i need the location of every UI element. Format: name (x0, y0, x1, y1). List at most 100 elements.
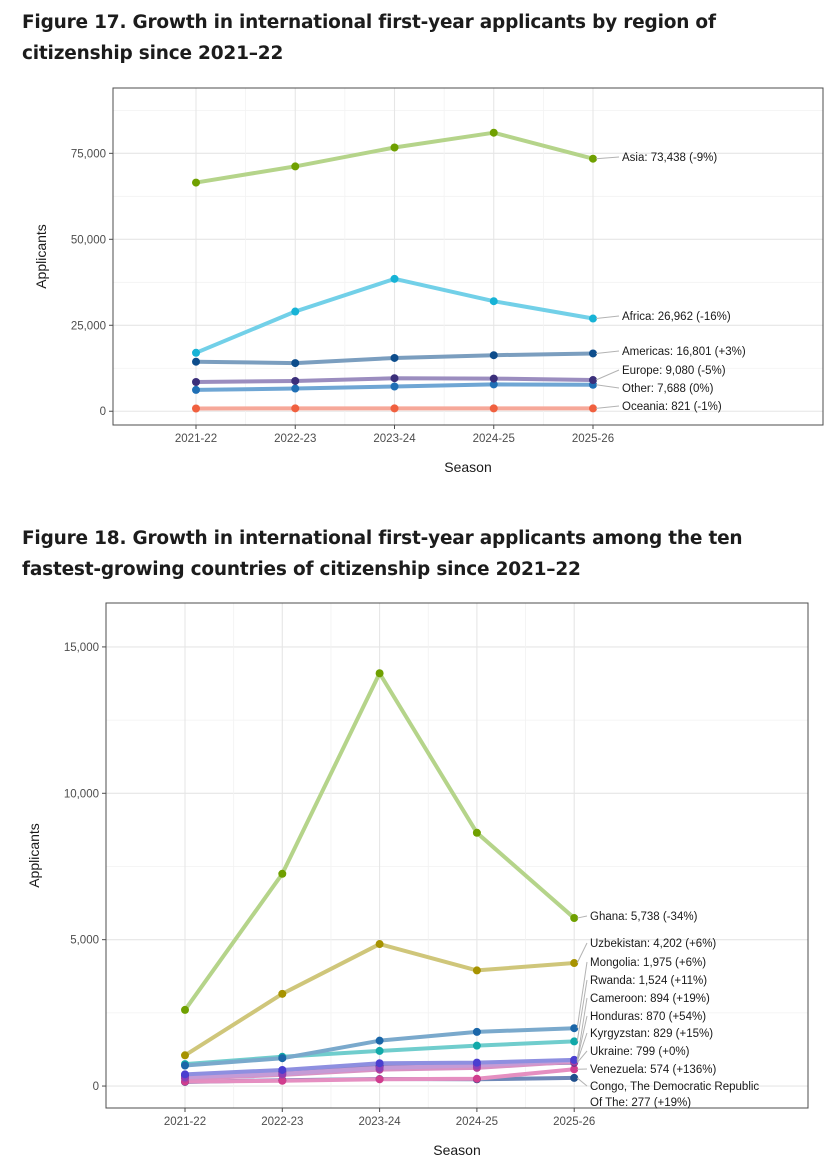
point-congo-the-democratic-republic-of-the (570, 1073, 579, 1082)
point-africa (390, 274, 399, 283)
point-ghana (181, 1005, 189, 1014)
point-ghana (472, 828, 481, 837)
y-tick-label: 15,000 (64, 642, 99, 654)
end-label-asia: Asia: 73,438 (-9%) (622, 152, 717, 164)
x-tick-label: 2021-22 (175, 433, 217, 445)
end-label-oceania: Oceania: 821 (-1%) (622, 401, 722, 413)
x-tick-label: 2021-22 (164, 1116, 206, 1128)
end-label-rwanda: Rwanda: 1,524 (+11%) (590, 975, 707, 987)
point-mongolia (472, 1027, 481, 1036)
end-label-americas: Americas: 16,801 (+3%) (622, 346, 746, 358)
point-rwanda (570, 1037, 579, 1046)
point-oceania (489, 404, 498, 413)
point-mongolia (181, 1061, 189, 1070)
point-other (192, 385, 200, 394)
point-asia (390, 143, 399, 152)
leader-line (576, 1050, 588, 1063)
point-mongolia (570, 1024, 579, 1033)
point-uzbekistan (375, 940, 384, 949)
leader-line (576, 961, 588, 1029)
point-asia (589, 154, 597, 163)
point-cameroon (278, 1065, 287, 1074)
y-axis-label: Applicants (26, 823, 42, 888)
leader-line (595, 315, 620, 320)
leader-line (576, 979, 588, 1042)
leader-line (595, 156, 620, 160)
point-uzbekistan (278, 989, 287, 998)
point-americas (291, 359, 300, 368)
point-venezuela (472, 1074, 481, 1083)
leader-line (595, 350, 620, 354)
point-oceania (589, 404, 597, 413)
gridlines (106, 603, 808, 1108)
point-other (390, 382, 399, 391)
leader-line (595, 405, 620, 409)
leader-line (576, 1015, 588, 1061)
y-tick-label: 0 (93, 1081, 99, 1093)
point-europe (390, 374, 399, 383)
x-tick-label: 2025-26 (553, 1116, 595, 1128)
figure-17-chart: 0 25,000 50,000 75,000 2021-22 2022-23 2023-24… (33, 87, 824, 475)
end-label-uzbekistan: Uzbekistan: 4,202 (+6%) (590, 938, 716, 950)
point-venezuela (278, 1076, 287, 1085)
y-tick-label: 25,000 (71, 320, 106, 332)
point-other (291, 384, 300, 393)
point-mongolia (375, 1036, 384, 1045)
point-africa (291, 307, 300, 316)
end-label-honduras: Honduras: 870 (+54%) (590, 1011, 706, 1023)
leader-line (577, 915, 588, 919)
point-asia (192, 178, 200, 187)
y-axis-label: Applicants (33, 224, 49, 289)
point-uzbekistan (181, 1051, 189, 1060)
point-mongolia (278, 1054, 287, 1063)
y-tick-label: 75,000 (71, 148, 106, 160)
x-tick-label: 2023-24 (373, 433, 416, 445)
point-africa (589, 314, 597, 323)
point-oceania (192, 404, 200, 413)
x-axis-label: Season (444, 459, 491, 475)
point-americas (589, 349, 597, 358)
end-label-congo-the-democratic-republic-of-the-line2: Of The: 277 (+19%) (590, 1097, 691, 1109)
end-labels: Asia: 73,438 (-9%) Africa: 26,962 (-16%) A… (595, 152, 746, 413)
point-europe (291, 376, 300, 385)
point-venezuela (375, 1075, 384, 1084)
leader-line (595, 369, 620, 381)
point-oceania (291, 404, 300, 413)
point-europe (489, 374, 498, 383)
leader-line (576, 942, 588, 964)
point-venezuela (570, 1065, 579, 1074)
figure-17-title: Figure 17. Growth in international first… (22, 12, 716, 64)
point-europe (192, 378, 200, 387)
end-label-mongolia: Mongolia: 1,975 (+6%) (590, 957, 706, 969)
point-africa (489, 297, 498, 306)
point-rwanda (472, 1041, 481, 1050)
y-tick-label: 10,000 (64, 788, 99, 800)
y-tick-label: 5,000 (70, 935, 99, 947)
point-americas (192, 357, 200, 366)
end-label-ghana: Ghana: 5,738 (-34%) (590, 911, 698, 923)
point-cameroon (472, 1058, 481, 1067)
end-label-congo-the-democratic-republic-of-the: Congo, The Democratic Republic (590, 1081, 759, 1093)
point-ghana (278, 869, 287, 878)
point-asia (489, 128, 498, 137)
end-label-ukraine: Ukraine: 799 (+0%) (590, 1046, 690, 1058)
plot-panel-border (112, 87, 824, 426)
x-axis-label: Season (433, 1142, 480, 1158)
point-ghana (375, 669, 384, 678)
leader-line (595, 384, 620, 389)
y-tick-label: 0 (100, 406, 106, 418)
series-points (192, 128, 597, 413)
point-rwanda (375, 1046, 384, 1055)
point-cameroon (375, 1059, 384, 1068)
end-labels: Ghana: 5,738 (-34%) Uzbekistan: 4,202 (+6… (576, 911, 759, 1109)
plot-panel-border (105, 602, 809, 1109)
point-oceania (390, 404, 399, 413)
figure-18-title: Figure 18. Growth in international first… (22, 528, 743, 580)
point-ghana (570, 914, 579, 923)
point-uzbekistan (570, 959, 579, 968)
y-tick-label: 50,000 (71, 234, 106, 246)
point-europe (589, 376, 597, 385)
x-tick-label: 2023-24 (358, 1116, 401, 1128)
leader-line (576, 1077, 588, 1087)
